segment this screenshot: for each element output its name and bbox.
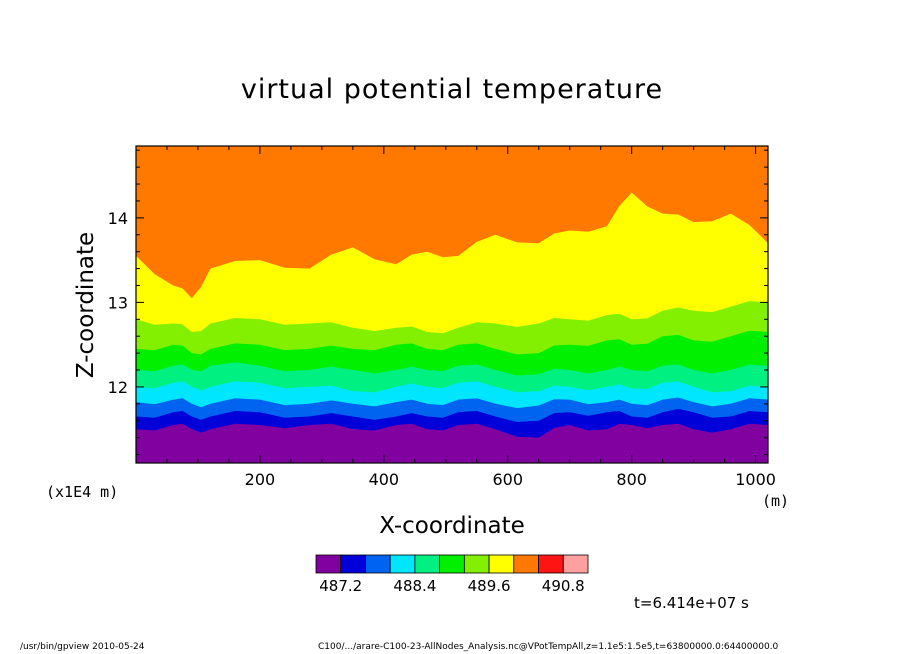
colorbar-swatch	[513, 554, 539, 574]
y-tick-label: 14	[108, 209, 128, 228]
colorbar-swatch	[562, 554, 589, 574]
y-tick-label: 13	[108, 293, 128, 312]
colorbar-tick-label: 488.4	[393, 577, 436, 595]
contour-band-8	[136, 146, 768, 299]
colorbar-swatch	[389, 554, 416, 574]
colorbar-swatch	[340, 554, 366, 574]
footer-data-source: C100/.../arare-C100-23-AllNodes_Analysis…	[318, 642, 779, 652]
colorbar-tick-label: 487.2	[319, 577, 362, 595]
colorbar-tick-label: 490.8	[542, 577, 585, 595]
colorbar-swatch	[365, 554, 391, 574]
chart-title: virtual potential temperature	[240, 74, 664, 105]
colorbar-tick-label: 489.6	[468, 577, 511, 595]
x-axis-unit: (m)	[762, 492, 790, 510]
colorbar-swatch	[439, 554, 465, 574]
x-tick-label: 400	[369, 470, 400, 489]
colorbar-swatch	[414, 554, 441, 574]
x-tick-label: 1000	[735, 470, 776, 489]
y-axis-unit: (x1E4 m)	[46, 483, 119, 501]
y-axis-label: Z-coordinate	[73, 231, 99, 379]
time-readout: t=6.414e+07 s	[634, 594, 749, 612]
colorbar-swatch	[315, 554, 342, 574]
x-tick-label: 800	[616, 470, 647, 489]
colorbar-swatch	[463, 554, 490, 574]
x-tick-label: 200	[245, 470, 276, 489]
x-axis-label: X-coordinate	[379, 513, 525, 539]
x-tick-label: 600	[492, 470, 523, 489]
colorbar-swatch	[488, 554, 515, 574]
plot-frame	[135, 145, 769, 464]
y-tick-label: 12	[108, 378, 128, 397]
footer-program-date: /usr/bin/gpview 2010-05-24	[20, 642, 145, 652]
colorbar-swatch	[538, 554, 564, 574]
